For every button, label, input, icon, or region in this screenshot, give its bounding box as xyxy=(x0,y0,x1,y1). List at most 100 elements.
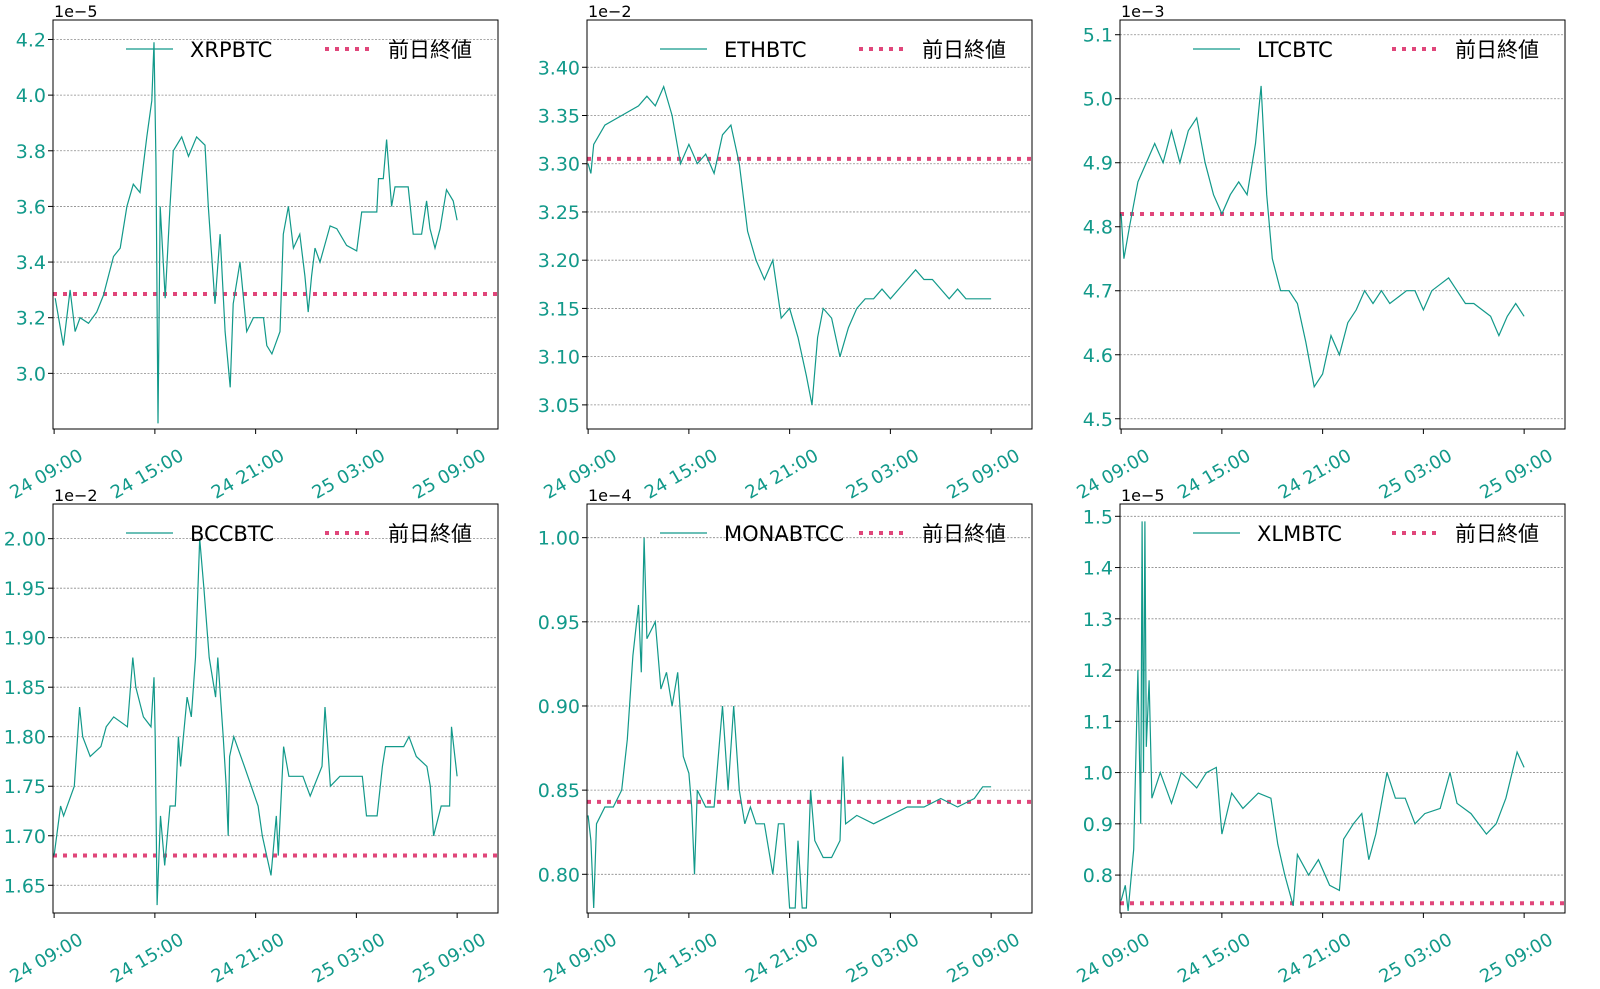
y-tick-label: 4.5 xyxy=(1083,409,1113,431)
legend: XRPBTC 前日終値 xyxy=(126,38,472,62)
y-tick-label: 1.80 xyxy=(4,727,46,749)
y-tick-label: 1.2 xyxy=(1083,660,1113,682)
x-tick-label: 25 03:00 xyxy=(1376,445,1456,503)
y-tick-label: 1.0 xyxy=(1083,763,1113,785)
x-tick-label: 24 21:00 xyxy=(208,445,288,503)
axes-frame xyxy=(52,503,499,914)
series-line-xrpbtc xyxy=(54,42,458,424)
y-tick-label: 3.35 xyxy=(538,105,580,127)
y-tick-label: 1.5 xyxy=(1083,506,1113,528)
legend: BCCBTC 前日終値 xyxy=(126,522,472,546)
axes-frame xyxy=(1119,19,1566,430)
offset-label: 1e−2 xyxy=(588,2,632,21)
y-tick-label: 3.4 xyxy=(16,252,46,274)
x-tick-label: 25 09:00 xyxy=(943,445,1023,503)
axes-frame xyxy=(52,19,499,430)
legend-label-prev-close: 前日終値 xyxy=(922,38,1006,62)
x-tick-label: 24 09:00 xyxy=(1073,929,1153,985)
x-tick-label: 25 03:00 xyxy=(843,445,923,503)
legend-label-series: MONABTCC xyxy=(724,522,844,546)
y-tick-label: 1.65 xyxy=(4,875,46,897)
y-tick-label: 1.75 xyxy=(4,776,46,798)
series-line-ltcbtc xyxy=(1120,85,1525,389)
y-tick-label: 3.15 xyxy=(538,298,580,320)
legend-label-prev-close: 前日終値 xyxy=(388,522,472,546)
series-line-xlmbtc xyxy=(1120,521,1525,911)
y-tick-label: 3.40 xyxy=(538,57,580,79)
x-tick-label: 24 21:00 xyxy=(208,929,288,985)
y-tick-label: 5.0 xyxy=(1083,89,1113,111)
y-tick-label: 4.0 xyxy=(16,85,46,107)
subplot-xrpbtc: 3.03.23.43.63.84.04.224 09:00 24 15:00 24 … xyxy=(6,2,499,504)
y-tick-label: 1.1 xyxy=(1083,711,1113,733)
x-tick-label: 25 09:00 xyxy=(1476,929,1556,985)
legend-label-series: XLMBTC xyxy=(1257,522,1342,546)
legend-label-series: LTCBTC xyxy=(1257,38,1333,62)
y-tick-label: 3.2 xyxy=(16,308,46,330)
y-tick-label: 3.10 xyxy=(538,347,580,369)
y-tick-label: 3.30 xyxy=(538,154,580,176)
y-tick-label: 4.9 xyxy=(1083,153,1113,175)
series-line-bccbtc xyxy=(53,538,458,906)
axes-frame xyxy=(586,503,1033,914)
offset-label: 1e−2 xyxy=(54,486,98,505)
y-tick-label: 0.80 xyxy=(538,864,580,886)
y-tick-label: 4.2 xyxy=(16,29,46,51)
x-tick-label: 24 21:00 xyxy=(1275,445,1355,503)
offset-label: 1e−5 xyxy=(54,2,98,21)
legend-label-prev-close: 前日終値 xyxy=(1455,522,1539,546)
x-tick-label: 24 21:00 xyxy=(742,445,822,503)
x-tick-label: 24 09:00 xyxy=(6,929,86,985)
y-tick-label: 1.3 xyxy=(1083,609,1113,631)
x-tick-label: 25 09:00 xyxy=(409,929,489,985)
y-tick-label: 1.4 xyxy=(1083,558,1113,580)
legend: MONABTCC 前日終値 xyxy=(660,522,1006,546)
legend-label-series: XRPBTC xyxy=(190,38,272,62)
x-tick-label: 24 21:00 xyxy=(742,929,822,985)
x-tick-label: 25 09:00 xyxy=(1476,445,1556,503)
y-tick-label: 3.25 xyxy=(538,202,580,224)
y-tick-label: 3.05 xyxy=(538,395,580,417)
series-line-monabtcc xyxy=(587,537,992,909)
y-tick-label: 3.6 xyxy=(16,196,46,218)
series-line-ethbtc xyxy=(587,84,992,406)
x-tick-label: 25 03:00 xyxy=(843,929,923,985)
y-tick-label: 3.0 xyxy=(16,363,46,385)
y-tick-label: 0.8 xyxy=(1083,865,1113,887)
y-tick-label: 1.70 xyxy=(4,826,46,848)
y-tick-label: 0.85 xyxy=(538,780,580,802)
y-tick-label: 4.7 xyxy=(1083,281,1113,303)
y-tick-label: 4.6 xyxy=(1083,345,1113,367)
x-tick-label: 24 15:00 xyxy=(107,445,187,503)
x-tick-label: 24 15:00 xyxy=(1174,929,1254,985)
legend: LTCBTC 前日終値 xyxy=(1193,38,1539,62)
x-tick-label: 25 03:00 xyxy=(309,929,389,985)
x-tick-label: 25 09:00 xyxy=(943,929,1023,985)
legend-label-series: ETHBTC xyxy=(724,38,807,62)
offset-label: 1e−4 xyxy=(588,486,632,505)
y-tick-label: 1.85 xyxy=(4,677,46,699)
y-tick-label: 0.90 xyxy=(538,696,580,718)
y-tick-label: 4.8 xyxy=(1083,217,1113,239)
x-tick-label: 24 15:00 xyxy=(107,929,187,985)
legend-label-series: BCCBTC xyxy=(190,522,274,546)
x-tick-label: 25 03:00 xyxy=(1376,929,1456,985)
y-tick-label: 2.00 xyxy=(4,529,46,551)
offset-label: 1e−5 xyxy=(1121,486,1165,505)
x-tick-label: 24 15:00 xyxy=(641,929,721,985)
y-tick-label: 1.90 xyxy=(4,628,46,650)
axes-frame xyxy=(586,19,1033,430)
legend: XLMBTC 前日終値 xyxy=(1193,522,1539,546)
subplot-ltcbtc: 4.54.64.74.84.95.05.124 09:00 24 15:00 24 … xyxy=(1073,2,1566,504)
x-tick-label: 24 09:00 xyxy=(540,929,620,985)
y-tick-label: 0.95 xyxy=(538,612,580,634)
y-tick-label: 0.9 xyxy=(1083,814,1113,836)
y-tick-label: 1.00 xyxy=(538,528,580,550)
x-tick-label: 24 15:00 xyxy=(641,445,721,503)
subplot-bccbtc: 1.65 1.70 1.75 1.80 1.85 1.90 1.95 2.00 24 09:00… xyxy=(4,486,499,988)
y-tick-label: 1.95 xyxy=(4,578,46,600)
subplot-monabtcc: 0.80 0.85 0.90 0.95 1.00 24 09:00 24 15:00 24 2… xyxy=(538,486,1033,988)
y-tick-label: 3.8 xyxy=(16,141,46,163)
